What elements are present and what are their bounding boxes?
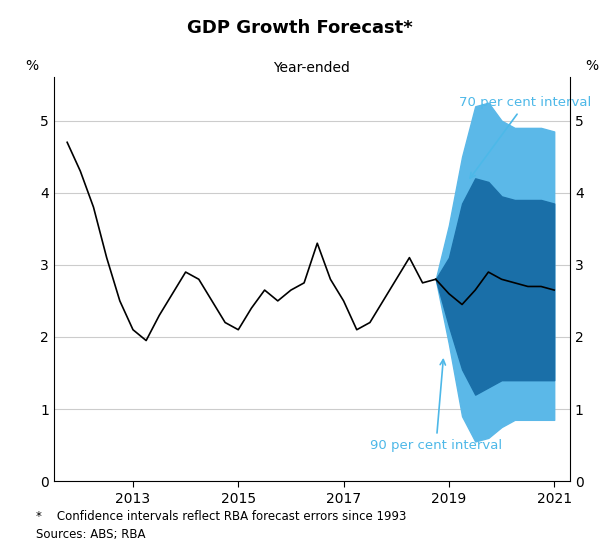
Text: 90 per cent interval: 90 per cent interval [370,359,502,452]
Text: *    Confidence intervals reflect RBA forecast errors since 1993: * Confidence intervals reflect RBA forec… [36,509,406,523]
Text: %: % [26,59,39,74]
Text: %: % [585,59,598,74]
Text: 70 per cent interval: 70 per cent interval [460,96,592,178]
Title: Year-ended: Year-ended [274,61,350,75]
Text: GDP Growth Forecast*: GDP Growth Forecast* [187,19,413,38]
Text: Sources: ABS; RBA: Sources: ABS; RBA [36,528,146,541]
